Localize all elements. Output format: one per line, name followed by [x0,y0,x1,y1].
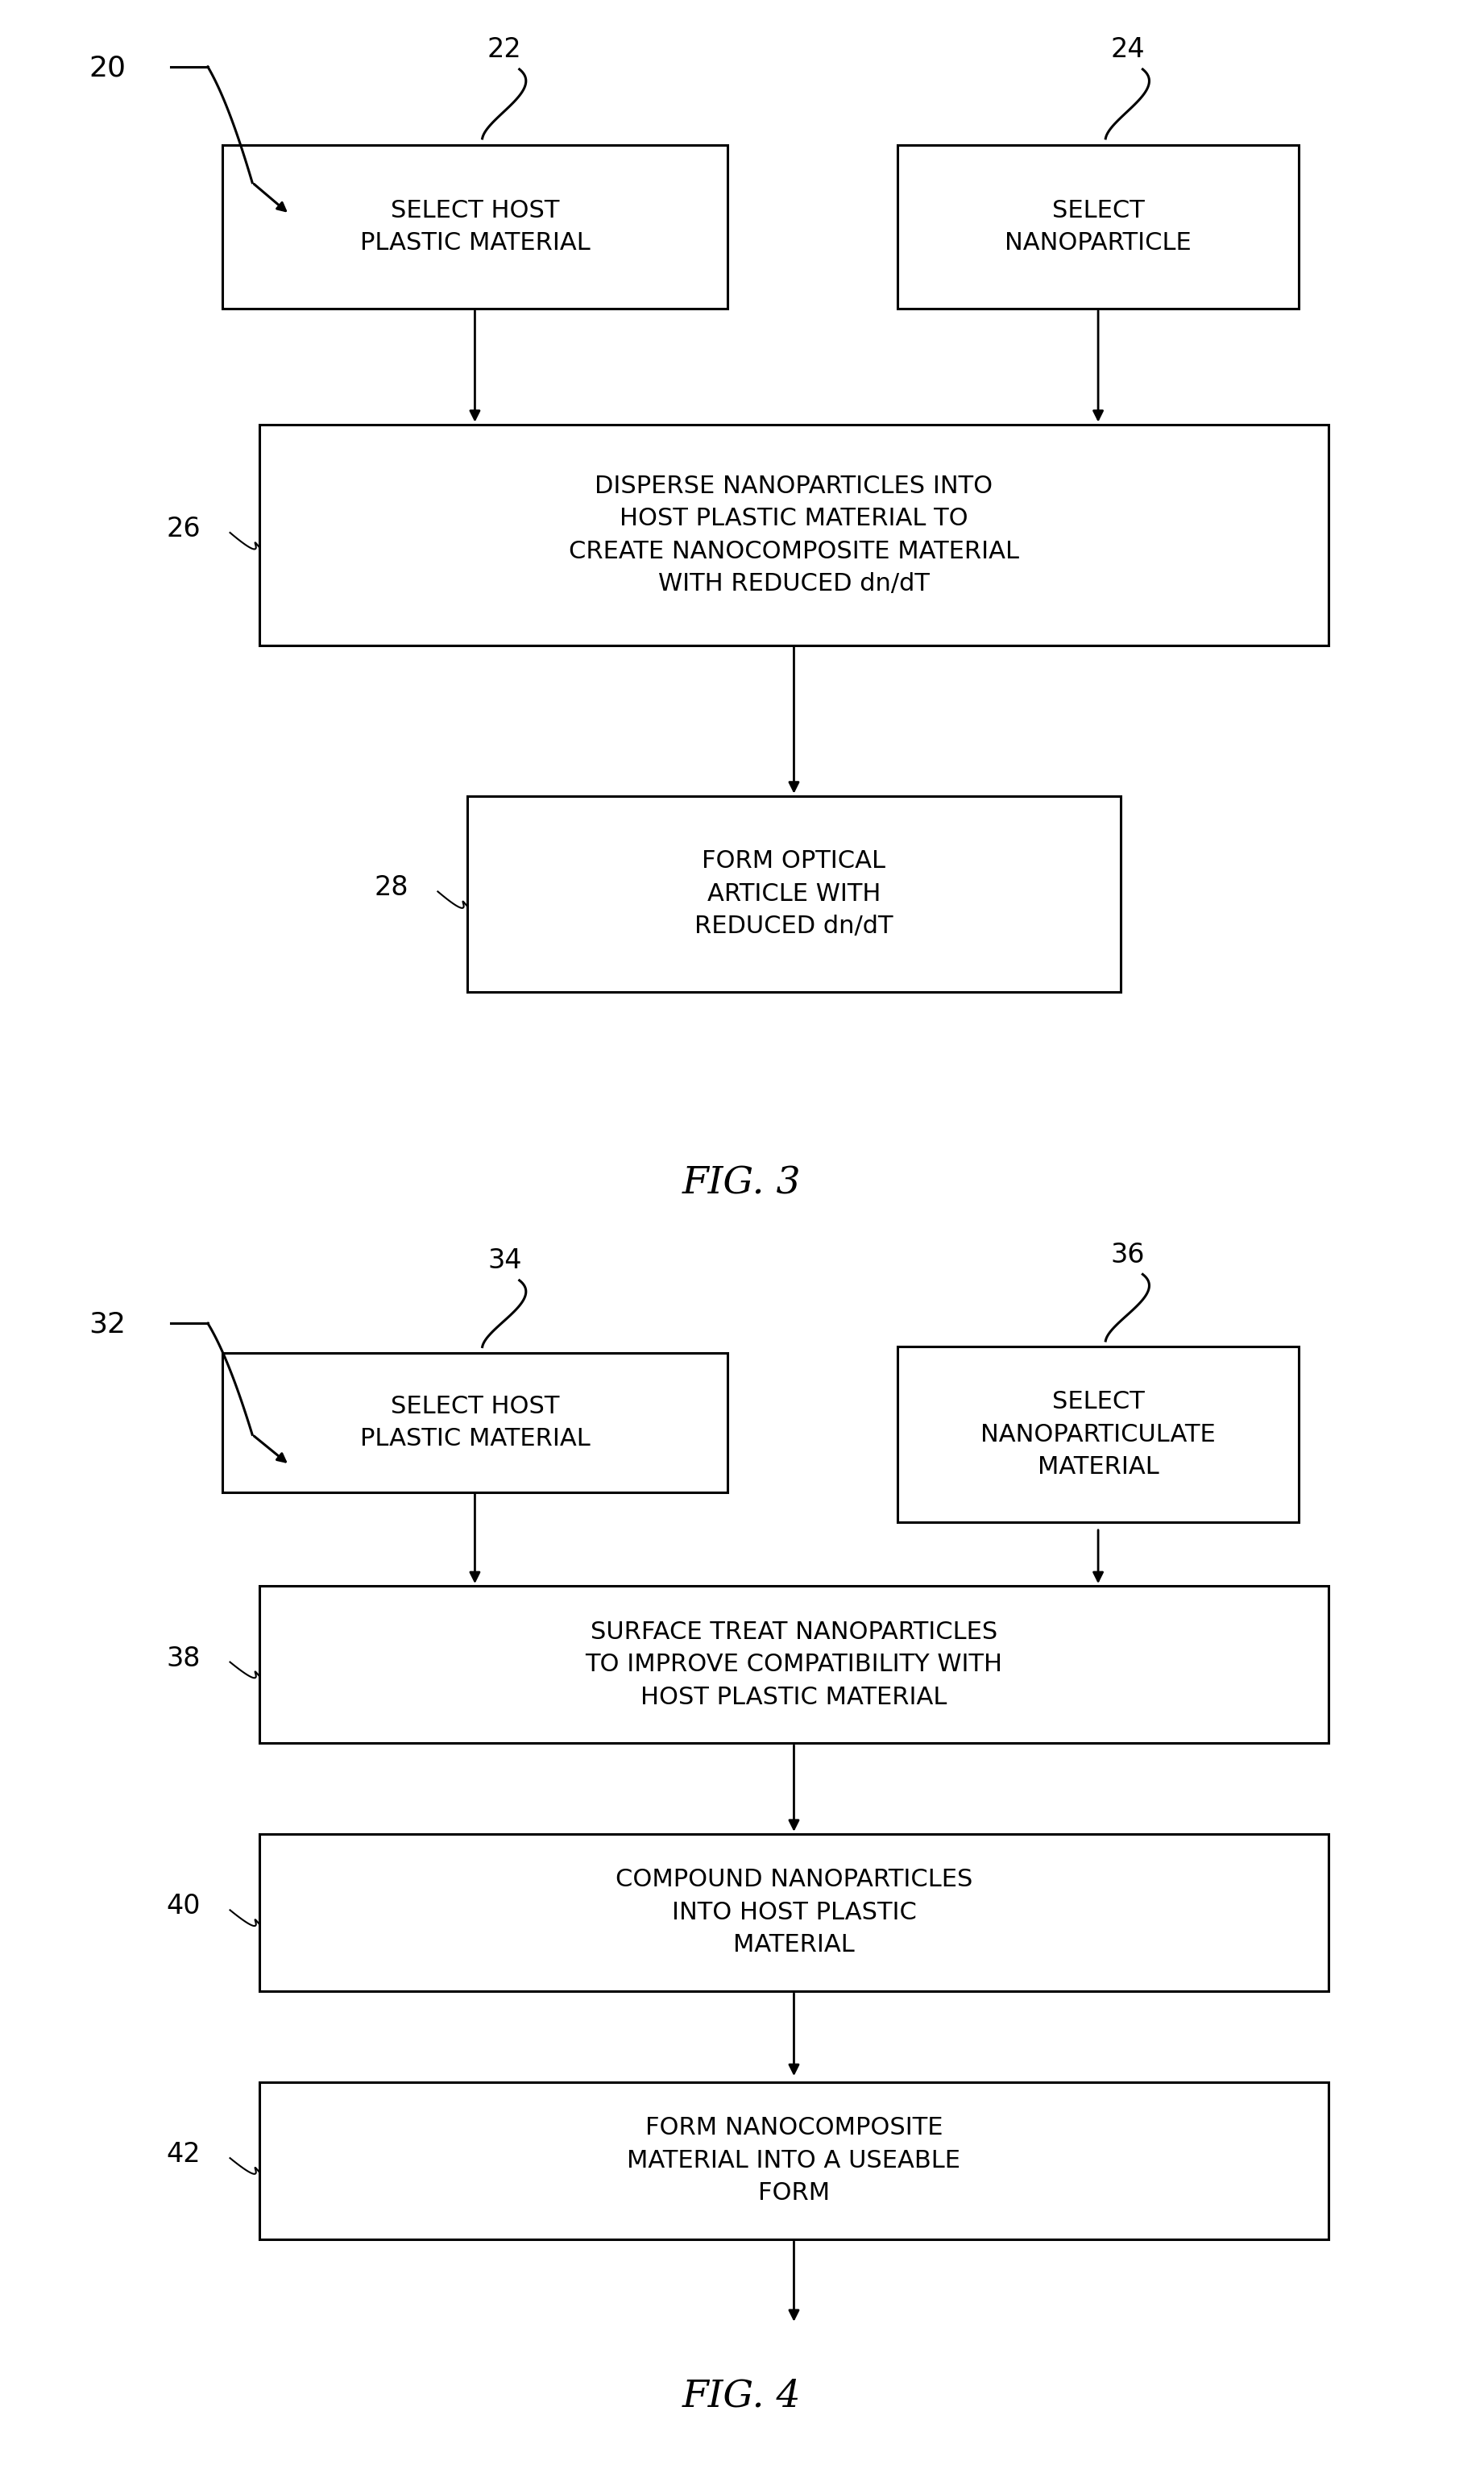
Text: COMPOUND NANOPARTICLES
INTO HOST PLASTIC
MATERIAL: COMPOUND NANOPARTICLES INTO HOST PLASTIC… [616,1869,972,1958]
Bar [898,146,1298,309]
Text: FIG. 4: FIG. 4 [683,2378,801,2415]
Text: 34: 34 [487,1247,522,1274]
Text: 28: 28 [374,874,408,901]
Text: FORM OPTICAL
ARTICLE WITH
REDUCED dn/dT: FORM OPTICAL ARTICLE WITH REDUCED dn/dT [695,849,893,938]
Bar [260,1585,1328,1743]
Text: 32: 32 [89,1311,126,1338]
Text: 22: 22 [487,37,522,62]
Bar [260,425,1328,644]
Text: SURFACE TREAT NANOPARTICLES
TO IMPROVE COMPATIBILITY WITH
HOST PLASTIC MATERIAL: SURFACE TREAT NANOPARTICLES TO IMPROVE C… [585,1620,1003,1709]
Bar [223,1353,727,1491]
Text: SELECT
NANOPARTICLE: SELECT NANOPARTICLE [1005,198,1192,254]
Bar [260,2081,1328,2239]
Text: 42: 42 [166,2141,200,2168]
Text: FIG. 3: FIG. 3 [683,1165,801,1202]
Bar [260,1834,1328,1990]
Text: 40: 40 [166,1894,200,1921]
Text: 26: 26 [166,516,200,543]
Text: SELECT
NANOPARTICULATE
MATERIAL: SELECT NANOPARTICULATE MATERIAL [981,1390,1215,1479]
Text: SELECT HOST
PLASTIC MATERIAL: SELECT HOST PLASTIC MATERIAL [359,1395,591,1449]
Text: FORM NANOCOMPOSITE
MATERIAL INTO A USEABLE
FORM: FORM NANOCOMPOSITE MATERIAL INTO A USEAB… [628,2116,960,2205]
Text: 36: 36 [1110,1242,1146,1269]
Text: SELECT HOST
PLASTIC MATERIAL: SELECT HOST PLASTIC MATERIAL [359,198,591,254]
Text: 20: 20 [89,54,126,81]
Text: DISPERSE NANOPARTICLES INTO
HOST PLASTIC MATERIAL TO
CREATE NANOCOMPOSITE MATERI: DISPERSE NANOPARTICLES INTO HOST PLASTIC… [568,474,1020,595]
Bar [223,146,727,309]
Bar [898,1348,1298,1523]
Text: 24: 24 [1110,37,1146,62]
Bar [467,797,1120,993]
Text: 38: 38 [166,1644,200,1672]
